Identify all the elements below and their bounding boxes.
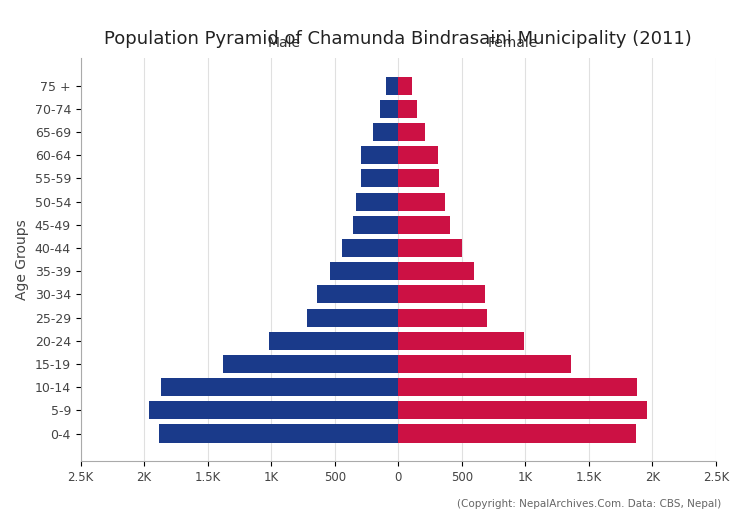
Bar bbox=[398, 262, 475, 280]
Bar bbox=[269, 332, 398, 350]
Bar bbox=[398, 378, 637, 396]
Bar bbox=[161, 378, 398, 396]
Title: Population Pyramid of Chamunda Bindrasaini Municipality (2011): Population Pyramid of Chamunda Bindrasai… bbox=[104, 30, 692, 48]
Bar bbox=[317, 285, 398, 303]
Bar bbox=[159, 425, 398, 443]
Bar bbox=[362, 146, 398, 164]
Bar bbox=[398, 308, 487, 326]
Bar bbox=[398, 146, 437, 164]
Bar bbox=[353, 216, 398, 234]
Text: Female: Female bbox=[487, 36, 538, 50]
Bar bbox=[398, 285, 484, 303]
Bar bbox=[398, 401, 647, 419]
Bar bbox=[398, 123, 425, 141]
Text: (Copyright: NepalArchives.Com. Data: CBS, Nepal): (Copyright: NepalArchives.Com. Data: CBS… bbox=[458, 499, 722, 509]
Bar bbox=[398, 100, 417, 118]
Y-axis label: Age Groups: Age Groups bbox=[15, 219, 29, 300]
Bar bbox=[398, 425, 636, 443]
Bar bbox=[223, 355, 398, 373]
Bar bbox=[398, 170, 439, 188]
Bar bbox=[150, 401, 398, 419]
Bar bbox=[380, 100, 398, 118]
Bar bbox=[307, 308, 398, 326]
Bar bbox=[373, 123, 398, 141]
Bar bbox=[386, 77, 398, 95]
Bar bbox=[356, 193, 398, 211]
Bar bbox=[330, 262, 398, 280]
Bar bbox=[398, 332, 524, 350]
Bar bbox=[342, 239, 398, 257]
Text: Male: Male bbox=[267, 36, 301, 50]
Bar bbox=[398, 193, 445, 211]
Bar bbox=[398, 239, 462, 257]
Bar bbox=[398, 355, 571, 373]
Bar bbox=[398, 77, 412, 95]
Bar bbox=[398, 216, 450, 234]
Bar bbox=[362, 170, 398, 188]
